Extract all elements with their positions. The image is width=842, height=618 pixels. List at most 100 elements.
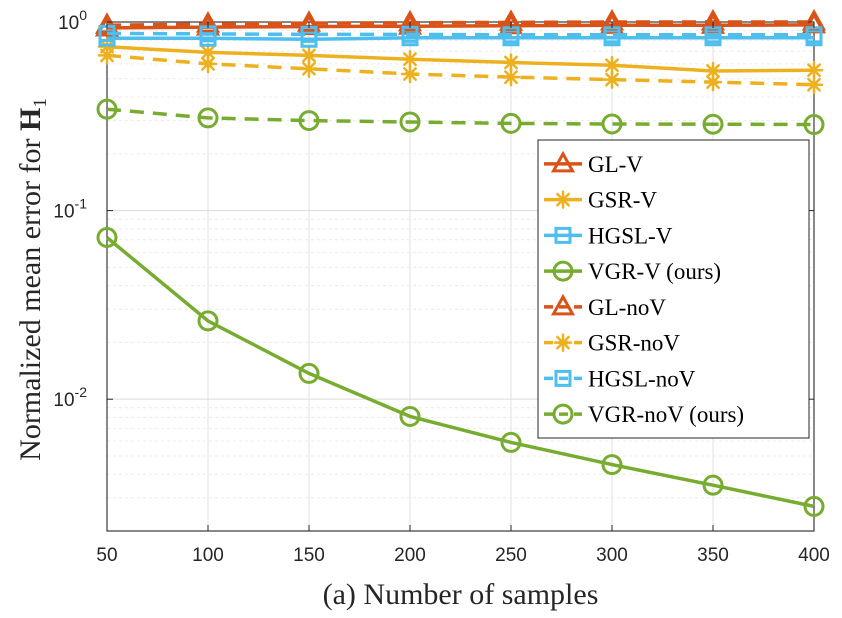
x-tick-label: 250	[495, 545, 527, 566]
data-point-vgr-v-ours	[601, 454, 623, 476]
asterisk-stroke	[403, 52, 417, 67]
asterisk-stroke	[403, 67, 417, 81]
data-point-vgr-nov-ours	[803, 114, 825, 136]
legend-label: VGR-noV (ours)	[588, 402, 744, 427]
legend-label: HGSL-noV	[588, 366, 696, 391]
data-point-vgr-v-ours	[702, 474, 724, 496]
data-point-gl-nov	[296, 10, 322, 32]
asterisk-stroke	[706, 75, 720, 90]
asterisk-stroke	[504, 55, 518, 70]
data-point-gsr-v	[501, 53, 521, 72]
y-tick-label: 100	[58, 7, 87, 34]
y-axis-label: Normalized mean error for H1	[14, 98, 51, 461]
legend-marker	[550, 293, 576, 316]
data-point-gsr-v	[299, 46, 319, 65]
series-line-hgsl-nov	[106, 31, 814, 37]
data-point-gl-nov	[195, 10, 221, 33]
data-point-vgr-v-ours	[298, 362, 320, 384]
y-tick-label: 10-1	[53, 196, 87, 223]
data-point-gl-nov	[397, 9, 423, 32]
series-line-gl-v	[106, 23, 815, 30]
data-point-vgr-v-ours	[500, 431, 522, 453]
data-point-gsr-v	[400, 49, 420, 69]
x-axis-label: (a) Number of samples	[323, 578, 599, 611]
asterisk-stroke	[201, 45, 215, 60]
legend-item-vgr-v-ours: VGR-V (ours)	[544, 259, 721, 284]
data-point-vgr-nov-ours	[399, 111, 421, 133]
x-tick-label: 50	[96, 545, 117, 566]
legend-label: GL-noV	[588, 295, 666, 320]
data-point-gsr-nov	[400, 64, 420, 84]
data-point-vgr-v-ours	[96, 226, 118, 248]
asterisk-stroke	[201, 56, 215, 71]
series-vgr-nov-ours	[96, 98, 825, 136]
data-point-gl-nov	[94, 12, 120, 34]
x-tick-label: 300	[596, 545, 628, 566]
x-tick-label: 200	[394, 545, 426, 566]
series-line-gsr-nov	[106, 53, 815, 87]
series-vgr-v-ours	[96, 226, 825, 517]
series-line-hgsl-v	[107, 36, 814, 42]
asterisk-stroke	[605, 58, 619, 73]
legend-marker	[554, 226, 572, 244]
asterisk-stroke	[807, 63, 821, 78]
data-point-gl-v	[498, 12, 524, 35]
asterisk-stroke	[706, 64, 720, 78]
y-axis-label-prefix: Normalized mean error for	[14, 131, 47, 461]
series-line-vgr-v-ours	[105, 236, 815, 509]
y-axis-label-symbol: H	[14, 108, 47, 131]
data-point-vgr-nov-ours	[500, 112, 522, 134]
data-point-vgr-nov-ours	[197, 107, 219, 129]
asterisk-stroke	[100, 48, 114, 63]
legend-box	[537, 139, 810, 439]
legend-label: VGR-V (ours)	[588, 259, 721, 284]
x-tick-label: 100	[192, 545, 224, 566]
data-point-gsr-nov	[703, 72, 723, 92]
asterisk-stroke	[302, 48, 316, 63]
y-axis-label-subscript: 1	[30, 98, 51, 108]
legend-item-hgsl-nov: HGSL-noV	[544, 366, 696, 391]
series-line-gsr-v	[106, 44, 815, 73]
asterisk-stroke	[302, 61, 316, 76]
y-tick-label: 10-2	[53, 384, 87, 411]
legend-item-gl-nov: GL-noV	[544, 293, 666, 320]
data-point-gsr-nov	[804, 75, 824, 94]
data-point-vgr-v-ours	[803, 495, 825, 517]
data-point-vgr-nov-ours	[96, 98, 118, 120]
data-point-gl-v	[700, 12, 726, 34]
legend: GL-V GSR-V HGSL-V VGR-V (ours) GL-noV GSR-noV…	[537, 139, 810, 439]
asterisk-stroke	[605, 72, 619, 87]
legend-label: GSR-V	[588, 188, 657, 213]
data-point-vgr-nov-ours	[298, 110, 320, 132]
asterisk-stroke	[556, 192, 570, 207]
series-gsr-nov	[97, 46, 824, 94]
x-tick-label: 150	[293, 545, 325, 566]
data-point-gsr-nov	[97, 46, 117, 65]
legend-label: GSR-noV	[588, 331, 680, 356]
legend-marker	[552, 260, 574, 282]
data-point-gsr-nov	[602, 70, 622, 89]
legend-item-vgr-nov-ours: VGR-noV (ours)	[544, 402, 744, 427]
legend-marker	[550, 150, 576, 173]
legend-item-hgsl-v: HGSL-V	[544, 223, 673, 248]
data-point-gsr-nov	[299, 59, 319, 79]
data-point-vgr-v-ours	[197, 310, 219, 332]
data-point-gl-v	[599, 12, 625, 34]
legend-label: HGSL-V	[588, 223, 673, 248]
legend-label: GL-V	[588, 152, 643, 177]
x-tick-label: 350	[697, 545, 729, 566]
series-line-gl-nov	[106, 20, 814, 28]
data-point-vgr-v-ours	[399, 405, 421, 427]
legend-item-gl-v: GL-V	[544, 150, 643, 177]
data-point-gsr-nov	[501, 67, 521, 87]
asterisk-stroke	[556, 335, 570, 350]
asterisk-stroke	[807, 77, 821, 92]
x-tick-label: 400	[798, 545, 830, 566]
legend-marker	[552, 403, 574, 425]
data-point-vgr-nov-ours	[702, 113, 724, 135]
data-point-vgr-nov-ours	[601, 113, 623, 135]
series-line-vgr-nov-ours	[106, 107, 815, 127]
legend-item-gsr-v: GSR-V	[544, 188, 657, 213]
axis-ticks: 50 100 150 200 250 300 350 400 100 10-1 10-2	[53, 7, 829, 566]
